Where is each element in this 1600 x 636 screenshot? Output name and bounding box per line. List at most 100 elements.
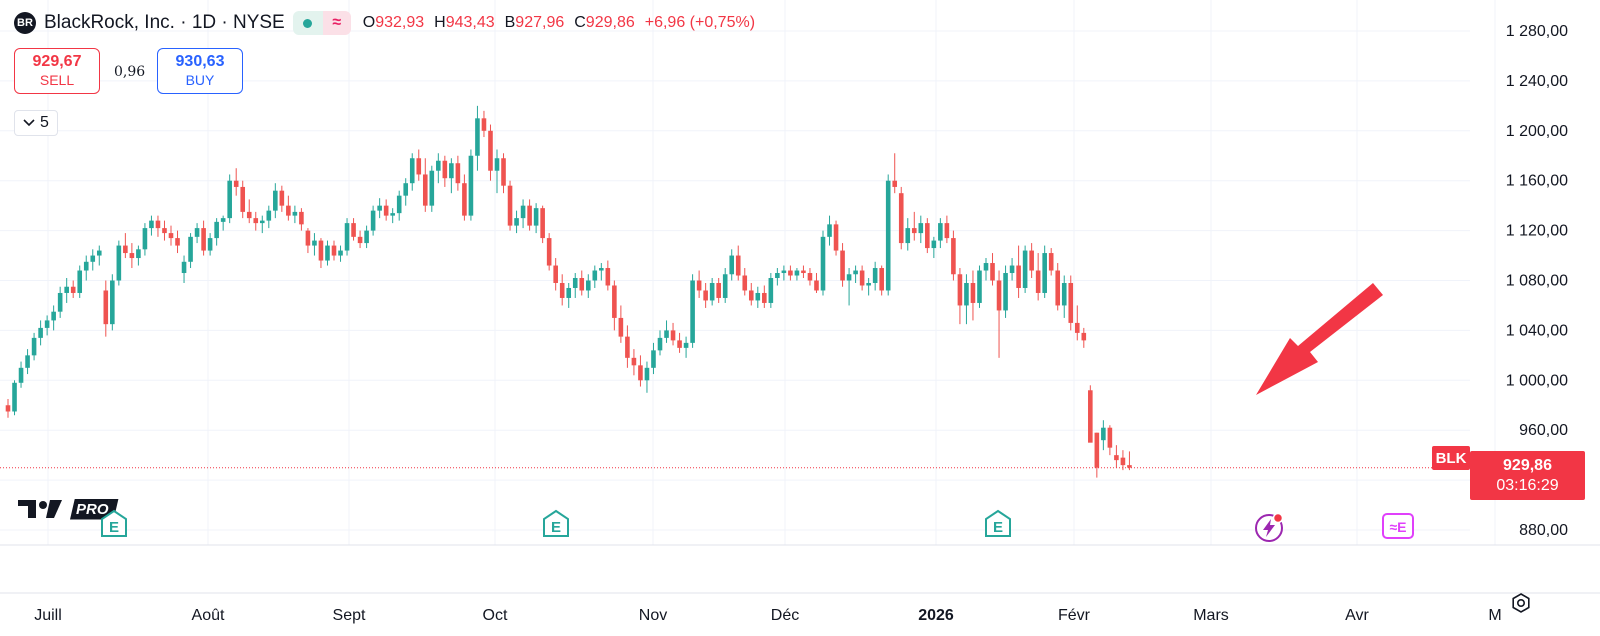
arrow-icon [1256, 283, 1383, 395]
time-tick-label: Oct [483, 607, 508, 624]
candle-body [722, 274, 728, 298]
candle-body [266, 210, 272, 221]
candle-body [25, 355, 30, 368]
candle [931, 236, 937, 259]
candle-body [181, 261, 187, 274]
candle [1029, 243, 1034, 279]
candle-body [866, 282, 871, 286]
open-key: O [362, 14, 376, 31]
candle [592, 265, 598, 288]
candle-body [1009, 265, 1015, 274]
candle-body [592, 270, 598, 281]
candle [1088, 385, 1093, 443]
realtime-dot-icon [292, 11, 323, 35]
candle [377, 198, 382, 219]
candle [546, 233, 552, 271]
candle [422, 158, 428, 212]
candle [436, 153, 441, 184]
candle-body [1094, 432, 1100, 468]
candle [977, 265, 982, 308]
candle [964, 274, 969, 325]
candle-body [977, 270, 982, 303]
candle [1107, 425, 1113, 456]
candle-body [931, 240, 937, 249]
candle-body [220, 218, 226, 222]
candle-body [801, 270, 806, 274]
earnings-marker[interactable]: E [541, 509, 571, 539]
candle [644, 361, 650, 393]
candle-body [514, 218, 519, 226]
svg-text:E: E [993, 519, 1003, 536]
candle [51, 305, 56, 331]
candle-body [83, 261, 89, 271]
breaking-news-marker[interactable] [1253, 511, 1285, 543]
symbol-logo[interactable]: BR [14, 12, 36, 34]
candle-body [57, 292, 63, 312]
candle [25, 349, 30, 375]
candle [820, 230, 826, 296]
tradingview-logo[interactable]: PRO [16, 498, 119, 520]
market-status[interactable]: ≈ [292, 11, 351, 35]
candle [129, 243, 135, 269]
candle-body [38, 327, 43, 338]
candle-body [162, 228, 167, 234]
candle-body [253, 218, 259, 224]
candle-body [768, 278, 774, 303]
chart-settings-button[interactable] [1508, 590, 1534, 616]
candle [273, 183, 278, 219]
sell-button[interactable]: 929,67 SELL [14, 48, 100, 94]
candle [957, 268, 963, 325]
earnings-marker[interactable]: E [99, 509, 129, 539]
candle-body [1042, 253, 1047, 293]
candle-body [90, 255, 96, 262]
candle [638, 355, 643, 387]
candle [403, 178, 409, 206]
candle [501, 153, 506, 194]
price-tick-label: 1 040,00 [1506, 322, 1568, 339]
candle-body [905, 228, 911, 244]
time-axis: Juill Août Sept Oct Nov Déc 2026 Févr Mars Avr M [34, 607, 1501, 624]
candle-body [794, 270, 800, 276]
candle [579, 270, 585, 296]
svg-text:E: E [551, 519, 561, 536]
candle-body [70, 286, 76, 293]
candle [188, 233, 193, 269]
candle-body [494, 158, 500, 171]
candle-body [520, 205, 526, 219]
time-tick-label: Août [192, 607, 225, 624]
candle-body [299, 211, 304, 225]
earnings-marker[interactable]: E [983, 509, 1013, 539]
candle [859, 265, 865, 291]
annotation-arrow[interactable] [1256, 283, 1383, 395]
candle [970, 270, 976, 321]
time-tick-label: Nov [639, 607, 667, 624]
candle [370, 205, 376, 236]
symbol-title[interactable]: BlackRock, Inc. · 1D · NYSE [44, 12, 285, 33]
candle-body [1081, 332, 1087, 341]
indicators-toggle-button[interactable]: 5 [14, 110, 58, 136]
candle-body [168, 233, 174, 239]
candle-body [1016, 265, 1021, 288]
candle [318, 238, 324, 269]
candle [938, 218, 943, 249]
candle [983, 258, 989, 281]
candle-body [599, 268, 604, 271]
candle-body [911, 228, 917, 234]
candle-body [246, 211, 252, 219]
close-key: C [574, 14, 586, 31]
candle-body [651, 350, 656, 368]
candle [123, 233, 128, 259]
price-tick-label: 1 120,00 [1506, 223, 1568, 240]
candle [253, 211, 259, 231]
candle-body [396, 195, 402, 214]
candle [794, 268, 800, 281]
buy-button[interactable]: 930,63 BUY [157, 48, 243, 94]
candle-body [325, 245, 330, 261]
candles-layer [5, 105, 1132, 478]
price-tick-label: 1 160,00 [1506, 173, 1568, 190]
candle [1081, 327, 1087, 348]
candle [768, 273, 774, 308]
upcoming-earnings-marker[interactable]: ≈E [1381, 512, 1415, 540]
candle [325, 240, 330, 266]
